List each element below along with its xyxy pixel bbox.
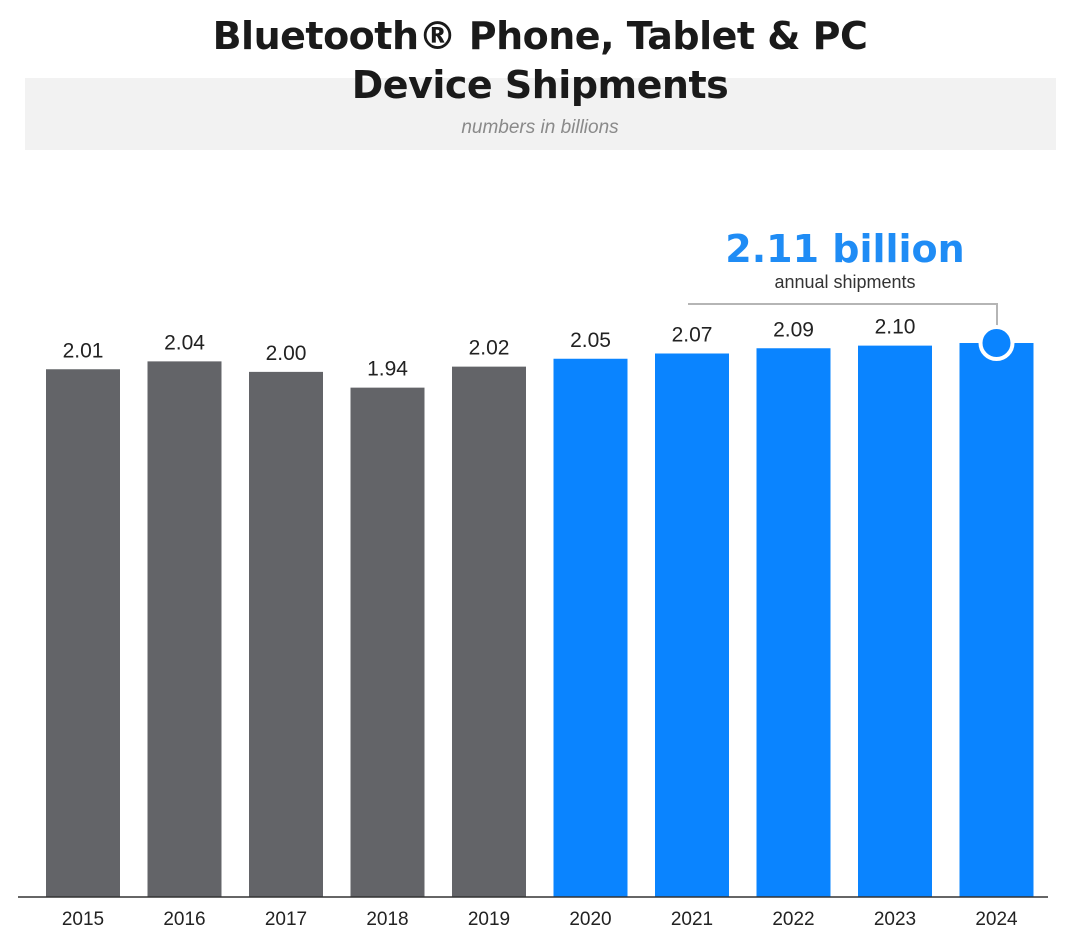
- x-tick-label-2023: 2023: [874, 909, 916, 930]
- bars-group: [46, 343, 1034, 897]
- bar-2023: [858, 345, 932, 897]
- bar-2016: [147, 361, 222, 897]
- callout-label: annual shipments: [774, 272, 916, 292]
- x-tick-label-2015: 2015: [62, 909, 104, 930]
- bar-2020: [553, 358, 628, 897]
- x-tick-label-2024: 2024: [975, 909, 1018, 930]
- bar-value-label-2018: 1.94: [367, 358, 408, 381]
- x-tick-label-2022: 2022: [772, 909, 814, 930]
- chart-subtitle: numbers in billions: [461, 117, 619, 138]
- bar-2022: [756, 348, 831, 897]
- bar-value-label-2019: 2.02: [469, 337, 510, 360]
- callout-value: 2.11 billion: [725, 227, 965, 271]
- header-band: [25, 78, 1056, 150]
- chart-title-line2: Device Shipments: [351, 63, 729, 107]
- x-tick-label-2018: 2018: [366, 909, 408, 930]
- bar-value-label-2021: 2.07: [672, 324, 713, 347]
- bar-2024: [959, 343, 1034, 897]
- x-tick-labels-group: 2015 2016 2017 2018 2019 2020 2021 2022 2023 2024: [62, 909, 1018, 930]
- x-tick-label-2019: 2019: [468, 909, 510, 930]
- x-tick-label-2016: 2016: [163, 909, 205, 930]
- bar-value-label-2020: 2.05: [570, 329, 611, 352]
- x-tick-label-2020: 2020: [569, 909, 611, 930]
- x-tick-label-2017: 2017: [265, 909, 307, 930]
- bar-value-label-2016: 2.04: [164, 331, 205, 354]
- bar-2015: [46, 369, 120, 897]
- bar-value-label-2017: 2.00: [266, 342, 307, 365]
- bar-value-label-2023: 2.10: [875, 316, 916, 339]
- bar-2021: [655, 353, 729, 897]
- bar-2018: [350, 387, 425, 897]
- callout-marker: [978, 325, 1015, 361]
- chart-title-line1: Bluetooth® Phone, Tablet & PC: [212, 14, 868, 58]
- bar-2017: [249, 371, 323, 897]
- value-labels-group: 2.01 2.04 2.00 1.94 2.02 2.05 2.07 2.09 2.10: [63, 316, 916, 381]
- bar-value-label-2015: 2.01: [63, 339, 104, 362]
- callout-bracket: [688, 303, 998, 326]
- x-tick-label-2021: 2021: [671, 909, 713, 930]
- bar-value-label-2022: 2.09: [773, 318, 814, 341]
- bar-2019: [452, 366, 526, 897]
